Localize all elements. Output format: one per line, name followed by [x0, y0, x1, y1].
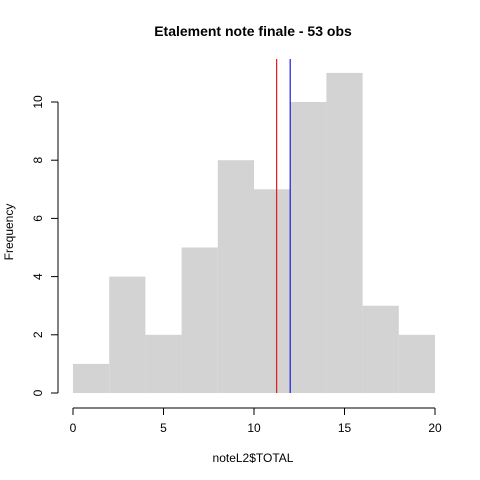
histogram-bar-7	[326, 72, 363, 394]
histogram-bar-8	[362, 305, 399, 393]
x-tick-label: 10	[247, 421, 261, 435]
x-tick-label: 15	[338, 421, 352, 435]
x-tick-label: 0	[70, 421, 77, 435]
y-tick-label: 8	[31, 157, 45, 164]
x-axis: 0 5 10 15 20	[70, 407, 442, 435]
histogram-bar-2	[145, 334, 182, 393]
y-tick-label: 10	[31, 95, 45, 109]
x-tick-label: 20	[428, 421, 442, 435]
y-tick-label: 2	[31, 331, 45, 338]
histogram-bar-9	[398, 334, 435, 393]
x-axis-label: noteL2$TOTAL	[213, 451, 294, 465]
y-tick-label: 4	[31, 273, 45, 280]
x-tick-label: 5	[160, 421, 167, 435]
y-axis: 0 2 4 6 8 10	[31, 95, 59, 396]
histogram-bar-6	[290, 102, 327, 393]
y-tick-label: 6	[31, 215, 45, 222]
y-axis-label: Frequency	[2, 204, 16, 261]
histogram-bar-0	[73, 363, 110, 393]
histogram-bar-4	[217, 160, 254, 393]
histogram-bar-3	[181, 247, 218, 393]
histogram-bar-1	[109, 276, 146, 393]
chart-title: Etalement note finale - 53 obs	[154, 23, 352, 39]
y-tick-label: 0	[31, 389, 45, 396]
bars-group	[73, 72, 435, 394]
reference-lines	[276, 59, 291, 393]
histogram-bar-5	[254, 189, 291, 393]
